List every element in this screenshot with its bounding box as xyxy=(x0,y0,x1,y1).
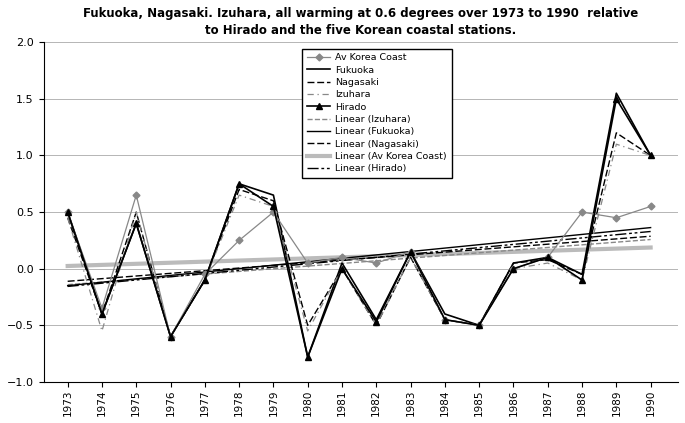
Legend: Av Korea Coast, Fukuoka, Nagasaki, Izuhara, Hirado, Linear (Izuhara), Linear (Fu: Av Korea Coast, Fukuoka, Nagasaki, Izuha… xyxy=(302,49,451,178)
Title: Fukuoka, Nagasaki. Izuhara, all warming at 0.6 degrees over 1973 to 1990  relati: Fukuoka, Nagasaki. Izuhara, all warming … xyxy=(84,7,638,37)
